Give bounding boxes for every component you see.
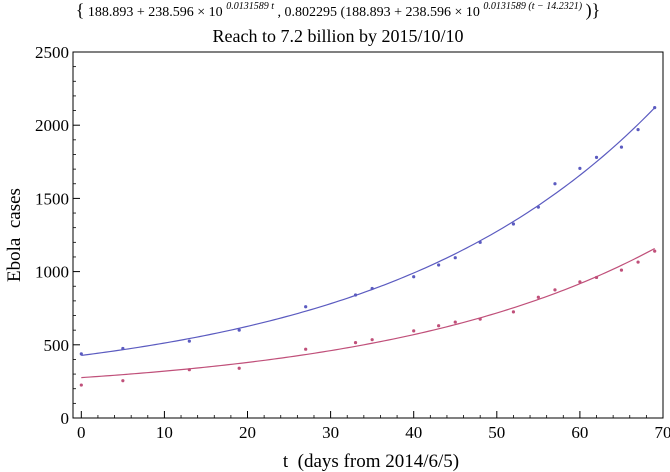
data-point-series-1 bbox=[121, 346, 125, 351]
x-tick-label: 20 bbox=[239, 423, 256, 442]
formula-part1-exponent: 0.0131589 t bbox=[226, 1, 274, 12]
data-point-series-1 bbox=[553, 182, 557, 186]
y-tick-label: 500 bbox=[44, 336, 70, 355]
data-point-series-1 bbox=[437, 263, 441, 267]
data-point-series-1 bbox=[304, 305, 308, 309]
data-point-series-1 bbox=[187, 339, 191, 343]
formula-open-brace: { bbox=[76, 0, 85, 20]
formula-close: )} bbox=[586, 0, 601, 21]
data-point-series-2 bbox=[653, 249, 657, 253]
data-point-series-2 bbox=[594, 275, 599, 280]
data-point-series-2 bbox=[121, 379, 125, 383]
x-tick-label: 30 bbox=[322, 423, 339, 442]
data-point-series-1 bbox=[536, 205, 540, 209]
x-tick-label: 0 bbox=[77, 423, 86, 442]
data-point-series-1 bbox=[412, 275, 416, 279]
data-point-series-1 bbox=[594, 155, 599, 160]
data-point-series-2 bbox=[187, 368, 191, 372]
data-point-series-1 bbox=[578, 166, 582, 170]
fit-curve-2 bbox=[81, 247, 655, 379]
data-point-series-2 bbox=[578, 280, 582, 284]
y-tick-label: 2500 bbox=[35, 43, 69, 62]
data-point-series-1 bbox=[636, 127, 640, 132]
y-tick-label: 1500 bbox=[35, 189, 69, 208]
chart-formula-title: { 188.893 + 238.596 × 10 0.0131589 t , 0… bbox=[76, 0, 601, 21]
data-point-series-1 bbox=[511, 222, 516, 226]
data-point-series-1 bbox=[353, 293, 358, 297]
formula-part2-exponent: 0.0131589 (t − 14.2321) bbox=[483, 1, 582, 12]
data-point-series-1 bbox=[370, 286, 374, 291]
data-point-series-1 bbox=[237, 328, 241, 332]
data-point-series-2 bbox=[79, 383, 83, 387]
axis-ticks: 0 10 20 30 40 50 60 70 0 500 1000 1500 2000 2500 bbox=[35, 43, 670, 442]
x-tick-label: 50 bbox=[488, 423, 505, 442]
chart-title: Reach to 7.2 billion by 2015/10/10 bbox=[213, 26, 464, 46]
y-tick-label: 2000 bbox=[35, 116, 69, 135]
fit-curves bbox=[81, 107, 656, 379]
data-point-series-2 bbox=[453, 320, 457, 324]
data-point-series-2 bbox=[478, 317, 482, 321]
data-point-series-1 bbox=[619, 145, 624, 149]
data-point-series-2 bbox=[536, 295, 540, 299]
data-point-series-2 bbox=[412, 329, 416, 333]
data-point-series-1 bbox=[478, 240, 482, 244]
data-point-series-2 bbox=[370, 338, 374, 342]
data-point-series-2 bbox=[304, 347, 308, 351]
data-point-series-2 bbox=[437, 324, 441, 328]
x-tick-label: 40 bbox=[405, 423, 422, 442]
plot-frame bbox=[72, 51, 664, 419]
data-point-series-2 bbox=[353, 341, 358, 345]
data-point-series-2 bbox=[619, 268, 624, 272]
data-point-series-1 bbox=[453, 256, 457, 260]
data-point-series-1 bbox=[79, 352, 83, 356]
y-tick-label: 1000 bbox=[35, 263, 69, 282]
data-point-series-2 bbox=[553, 288, 557, 292]
data-point-series-2 bbox=[237, 366, 241, 370]
x-axis-label: t (days from 2014/6/5) bbox=[283, 451, 459, 472]
data-points bbox=[79, 106, 657, 387]
formula-separator: , 0.802295 (188.893 + 238.596 × 10 bbox=[277, 5, 479, 20]
data-point-series-1 bbox=[653, 106, 657, 110]
x-tick-label: 60 bbox=[571, 423, 588, 442]
y-tick-label: 0 bbox=[61, 409, 70, 428]
fit-curve-1 bbox=[81, 107, 656, 357]
data-point-series-2 bbox=[636, 260, 640, 264]
formula-part1-base: 188.893 + 238.596 × 10 bbox=[88, 5, 223, 20]
x-tick-label: 10 bbox=[156, 423, 173, 442]
y-axis-label: Ebola cases bbox=[4, 188, 25, 282]
x-tick-label: 70 bbox=[655, 423, 670, 442]
data-point-series-2 bbox=[511, 310, 516, 314]
